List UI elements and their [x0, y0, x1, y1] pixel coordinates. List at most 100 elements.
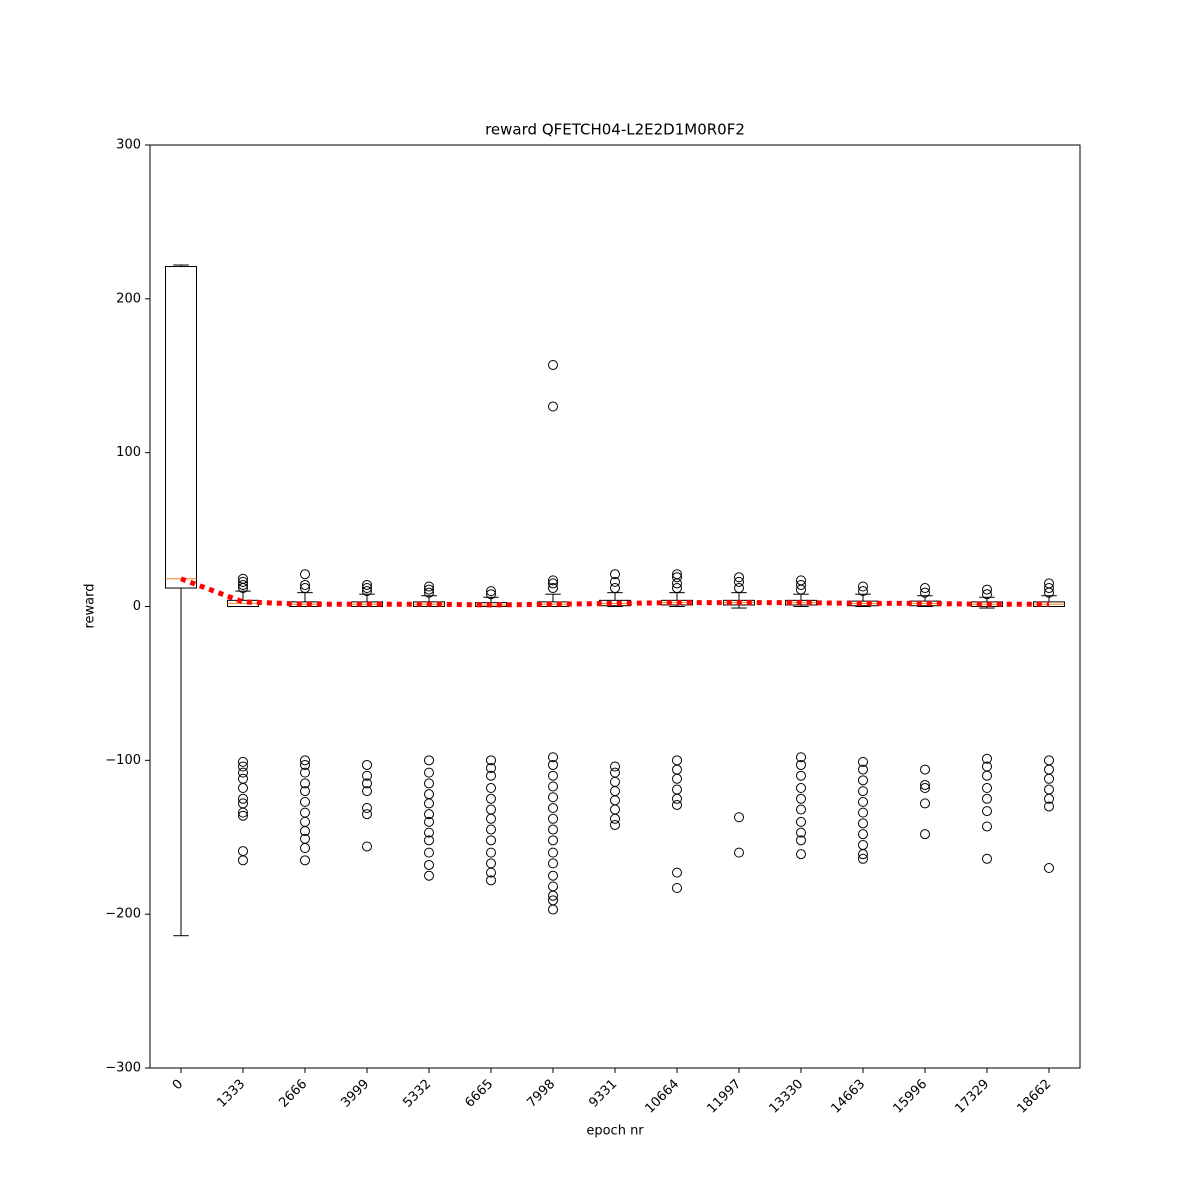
outlier	[920, 764, 930, 775]
outlier	[920, 587, 930, 598]
outlier	[424, 847, 434, 858]
outlier	[1044, 773, 1054, 784]
outlier	[672, 793, 682, 804]
outlier	[1044, 578, 1054, 589]
outlier	[424, 587, 434, 598]
outlier	[548, 781, 558, 792]
outlier	[238, 807, 248, 818]
chart-title: reward QFETCH04-L2E2D1M0R0F2	[485, 121, 745, 139]
outlier	[858, 849, 868, 860]
outlier	[362, 803, 372, 814]
outlier	[610, 583, 620, 594]
outlier	[734, 847, 744, 858]
outlier	[1044, 863, 1054, 874]
x-axis-label: epoch nr	[586, 1124, 644, 1139]
outlier	[424, 778, 434, 789]
outlier	[982, 783, 992, 794]
y-tick-label: 100	[116, 445, 141, 460]
outlier	[238, 793, 248, 804]
outlier	[1044, 793, 1054, 804]
outlier	[362, 759, 372, 770]
outlier	[796, 849, 806, 860]
outlier	[300, 759, 310, 770]
outlier	[548, 578, 558, 589]
outlier	[858, 807, 868, 818]
outlier	[424, 767, 434, 778]
outlier	[486, 793, 496, 804]
outlier	[486, 835, 496, 846]
outlier	[548, 359, 558, 370]
y-tick-label: 300	[116, 138, 141, 153]
outlier	[796, 816, 806, 827]
outlier	[672, 799, 682, 810]
outlier	[858, 786, 868, 797]
outlier	[362, 579, 372, 590]
outlier	[424, 827, 434, 838]
outlier	[424, 816, 434, 827]
outlier	[796, 770, 806, 781]
outlier	[238, 756, 248, 767]
outlier	[300, 826, 310, 837]
outlier	[486, 586, 496, 597]
outlier	[548, 890, 558, 901]
outlier	[548, 870, 558, 881]
outlier	[858, 829, 868, 840]
outlier	[920, 829, 930, 840]
outlier	[858, 796, 868, 807]
y-tick-label: −300	[105, 1061, 141, 1076]
outlier	[1044, 801, 1054, 812]
outlier	[548, 575, 558, 586]
outlier	[486, 847, 496, 858]
outlier	[362, 786, 372, 797]
outlier	[362, 809, 372, 820]
outlier	[424, 755, 434, 766]
outlier	[858, 764, 868, 775]
outlier	[424, 581, 434, 592]
outlier	[982, 793, 992, 804]
outlier	[548, 858, 558, 869]
outlier	[548, 792, 558, 803]
outlier	[734, 583, 744, 594]
outlier	[672, 572, 682, 583]
outlier	[238, 855, 248, 866]
outlier	[796, 804, 806, 815]
outlier	[548, 824, 558, 835]
outlier	[300, 767, 310, 778]
outlier	[548, 847, 558, 858]
outlier	[548, 803, 558, 814]
outlier	[300, 843, 310, 854]
y-axis-label: reward	[83, 583, 98, 628]
outlier	[548, 835, 558, 846]
outlier	[238, 579, 248, 590]
outlier	[920, 798, 930, 809]
outlier	[982, 753, 992, 764]
outlier	[796, 827, 806, 838]
outlier	[300, 796, 310, 807]
outlier	[238, 576, 248, 587]
outlier	[300, 855, 310, 866]
outlier	[238, 767, 248, 778]
outlier	[238, 761, 248, 772]
outlier	[920, 779, 930, 790]
outlier	[362, 586, 372, 597]
outlier	[362, 778, 372, 789]
outlier	[796, 759, 806, 770]
outlier	[300, 583, 310, 594]
outlier	[610, 813, 620, 824]
outlier	[486, 813, 496, 824]
box	[165, 266, 197, 589]
outlier	[362, 770, 372, 781]
outlier	[548, 904, 558, 915]
outlier	[548, 401, 558, 412]
outlier	[858, 586, 868, 597]
outlier	[238, 783, 248, 794]
outlier	[672, 867, 682, 878]
outlier	[548, 813, 558, 824]
outlier	[858, 853, 868, 864]
outlier	[796, 783, 806, 794]
y-tick-label: 200	[116, 291, 141, 306]
outlier	[982, 821, 992, 832]
outlier	[858, 775, 868, 786]
outlier	[424, 809, 434, 820]
